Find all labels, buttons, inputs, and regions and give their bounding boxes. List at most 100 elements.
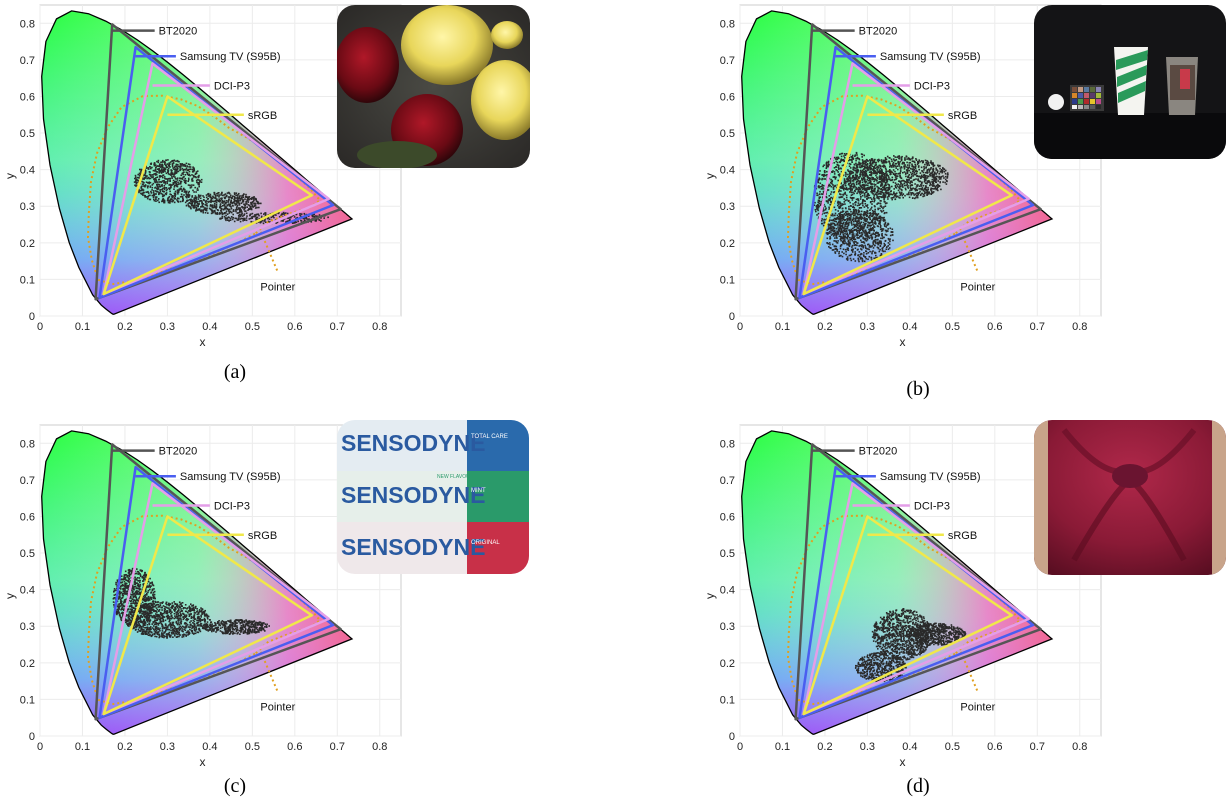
scatter-point — [223, 194, 226, 196]
scatter-point — [154, 178, 157, 180]
scatter-point — [832, 230, 835, 232]
scatter-point — [169, 199, 171, 202]
scatter-point — [880, 193, 882, 195]
scatter-point — [132, 594, 134, 596]
scatter-point — [885, 189, 888, 192]
scatter-point — [134, 184, 136, 187]
scatter-point — [920, 185, 923, 187]
scatter-point — [158, 169, 160, 171]
scatter-point — [929, 183, 932, 186]
scatter-point — [845, 213, 848, 215]
scatter-point — [161, 175, 163, 177]
scatter-point — [866, 191, 868, 193]
scatter-point — [198, 179, 200, 181]
scatter-point — [834, 224, 836, 226]
scatter-point — [128, 620, 130, 622]
scatter-point — [874, 242, 877, 244]
scatter-point — [852, 230, 854, 232]
scatter-point — [134, 177, 136, 180]
scatter-point — [147, 185, 149, 187]
scatter-point — [938, 185, 941, 187]
scatter-point — [848, 229, 850, 231]
scatter-point — [133, 624, 135, 627]
scatter-point — [818, 186, 820, 189]
scatter-point — [898, 155, 900, 157]
scatter-point — [139, 575, 142, 577]
scatter-point — [900, 166, 903, 168]
scatter-point — [843, 155, 845, 157]
scatter-point — [159, 166, 162, 168]
scatter-point — [144, 594, 147, 596]
scatter-point — [823, 212, 826, 214]
scatter-point — [902, 179, 905, 182]
scatter-point — [232, 216, 234, 219]
scatter-point — [943, 177, 945, 179]
scatter-point — [880, 160, 883, 163]
scatter-point — [233, 193, 236, 196]
scatter-point — [135, 603, 137, 605]
scatter-point — [222, 200, 224, 203]
scatter-point — [816, 214, 818, 216]
scatter-point — [859, 228, 861, 231]
scatter-point — [871, 176, 873, 179]
scatter-point — [230, 194, 232, 197]
scatter-point — [865, 164, 868, 166]
scatter-point — [853, 224, 856, 227]
scatter-point — [152, 174, 154, 176]
scatter-point — [910, 189, 913, 191]
scatter-point — [869, 250, 871, 253]
scatter-point — [932, 182, 934, 185]
scatter-point — [829, 203, 831, 206]
scatter-point — [862, 162, 864, 164]
scatter-point — [237, 218, 240, 220]
scatter-point — [927, 163, 929, 165]
scatter-point — [185, 179, 187, 182]
scatter-point — [282, 213, 284, 216]
scatter-point — [163, 176, 166, 178]
scatter-point — [196, 170, 199, 172]
scatter-point — [856, 204, 859, 207]
scatter-point — [945, 183, 948, 185]
scatter-point — [936, 188, 938, 190]
scatter-point — [145, 590, 147, 593]
scatter-point — [139, 168, 141, 171]
scatter-point — [867, 207, 869, 209]
scatter-point — [869, 166, 872, 169]
scatter-point — [851, 213, 853, 215]
scatter-point — [854, 220, 857, 222]
scatter-point — [256, 218, 259, 221]
scatter-point — [197, 204, 199, 206]
scatter-point — [143, 594, 146, 597]
scatter-point — [854, 219, 857, 221]
scatter-point — [170, 198, 172, 201]
scatter-point — [186, 196, 188, 199]
scatter-point — [858, 222, 861, 224]
scatter-point — [144, 184, 147, 187]
scatter-point — [147, 167, 149, 169]
scatter-point — [148, 194, 150, 197]
colorchecker-patches — [1072, 87, 1101, 109]
scatter-point — [819, 196, 821, 198]
scatter-point — [871, 187, 873, 190]
scatter-point — [866, 195, 868, 198]
y-tick-label: 0.6 — [20, 511, 35, 523]
scatter-point — [842, 233, 845, 236]
scatter-point — [860, 239, 862, 242]
scatter-point — [137, 620, 140, 623]
scatter-point — [164, 170, 166, 173]
scatter-point — [150, 192, 153, 194]
scatter-point — [883, 198, 885, 201]
scatter-point — [935, 173, 937, 175]
scatter-point — [868, 197, 870, 199]
scatter-point — [862, 187, 865, 190]
scatter-point — [863, 186, 865, 188]
scatter-point — [840, 231, 843, 234]
scatter-point — [151, 189, 153, 191]
scatter-point — [888, 184, 891, 187]
y-tick-label: 0.3 — [20, 201, 35, 213]
scatter-point — [833, 171, 836, 173]
scatter-point — [861, 244, 864, 247]
scatter-point — [836, 248, 839, 251]
scatter-point — [852, 258, 855, 260]
scatter-point — [847, 180, 849, 183]
